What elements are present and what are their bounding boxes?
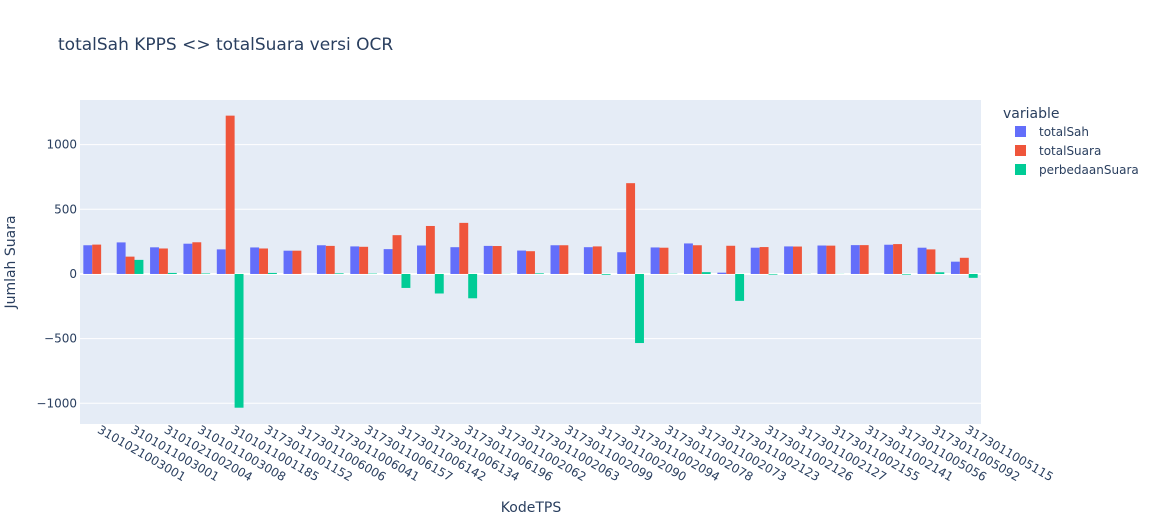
bar-totalSuara-3173011001152 (259, 248, 268, 274)
bar-perbedaanSuara-3101011003001 (134, 259, 144, 274)
bar-totalSah-3173011006134 (417, 245, 426, 274)
y-tick-labels: −1000 −500 0 500 1000 (36, 138, 77, 411)
x-tick-labels: 3101021003001310101100300131010210020043… (95, 422, 1056, 484)
bar-totalSuara-3173011002126 (759, 247, 769, 274)
bar-totalSah-3173011002094 (617, 252, 627, 274)
bar-totalSah-3173011006041 (316, 245, 326, 274)
bar-totalSah-3173011002141 (850, 245, 860, 274)
bar-perbedaanSuara-3173011002123 (735, 273, 745, 301)
bar-totalSah-3173011005115 (950, 261, 960, 274)
bar-totalSuara-3173011002155 (826, 245, 836, 274)
bar-totalSah-3173011002123 (717, 272, 727, 274)
bar-perbedaanSuara-3173011001152 (267, 272, 277, 274)
bars (83, 115, 978, 408)
bar-totalSah-3173011002126 (750, 247, 760, 274)
bar-perbedaanSuara-3173011005115 (968, 273, 978, 278)
bar-totalSah-3173011006142 (383, 249, 393, 274)
bar-totalSah-3173011006157 (350, 246, 360, 274)
bar-totalSah-3173011002063 (517, 250, 527, 274)
bar-totalSah-3173011001152 (250, 247, 260, 274)
bar-totalSuara-3173011005115 (959, 257, 969, 274)
y-axis-label: Jumlah Suara (3, 215, 19, 309)
bar-perbedaanSuara-3101011003008 (201, 273, 211, 274)
bar-totalSah-3101021002004 (150, 247, 159, 274)
legend-label-totalSah: totalSah (1039, 125, 1089, 139)
legend-swatch-totalSuara (1015, 145, 1026, 156)
bar-perbedaanSuara-3173011002094 (635, 273, 644, 344)
bar-totalSuara-3173011006142 (392, 235, 402, 274)
bar-totalSah-3173011006196 (450, 247, 460, 274)
bar-perbedaanSuara-3173011002090 (601, 273, 611, 275)
y-tick-label: 0 (69, 267, 77, 281)
y-tick-label: −500 (44, 332, 77, 346)
bar-totalSuara-3101011003008 (192, 242, 202, 274)
x-axis-label: KodeTPS (501, 500, 562, 516)
bar-perbedaanSuara-3173011006041 (334, 273, 344, 274)
legend-label-perbedaanSuara: perbedaanSuara (1039, 163, 1139, 177)
bar-totalSuara-3173011002090 (592, 246, 602, 274)
bar-totalSuara-3173011002127 (793, 246, 802, 274)
bar-perbedaanSuara-3173011006196 (468, 273, 478, 299)
legend-swatch-totalSah (1015, 126, 1026, 137)
bar-totalSuara-3173011006196 (459, 222, 469, 274)
bar-totalSuara-3101011001185 (225, 115, 235, 274)
bar-totalSuara-3173011002078 (659, 247, 669, 274)
bar-totalSuara-3173011002123 (726, 245, 736, 274)
chart-title: totalSah KPPS <> totalSuara versi OCR (58, 35, 393, 55)
bar-perbedaanSuara-3101021002004 (167, 272, 177, 274)
bar-totalSah-3173011006006 (283, 250, 293, 274)
bar-perbedaanSuara-3173011006142 (401, 273, 411, 288)
bar-perbedaanSuara-3173011005092 (935, 272, 945, 274)
bar-perbedaanSuara-3173011005056 (902, 273, 911, 275)
bar-perbedaanSuara-3101011001185 (234, 273, 244, 408)
bar-totalSuara-3173011002063 (526, 251, 535, 274)
bar-totalSuara-3173011002062 (492, 246, 502, 274)
y-tick-label: 1000 (46, 138, 77, 152)
bar-perbedaanSuara-3173011006134 (434, 273, 444, 294)
y-tick-label: −1000 (36, 396, 77, 410)
bar-totalSah-3173011002062 (483, 245, 493, 274)
bar-perbedaanSuara-3173011002126 (768, 273, 778, 275)
legend-label-totalSuara: totalSuara (1039, 144, 1101, 158)
bar-totalSuara-3173011005056 (893, 244, 903, 274)
bar-totalSah-3173011002127 (784, 246, 794, 274)
bar-totalSah-3173011002073 (684, 243, 693, 274)
bar-totalSah-3101011003008 (183, 243, 193, 274)
bar-totalSuara-3173011006134 (425, 225, 435, 274)
legend-swatch-perbedaanSuara (1015, 164, 1026, 175)
bar-totalSuara-3173011002094 (626, 183, 636, 274)
bar-totalSuara-3173011002073 (692, 245, 702, 274)
bar-perbedaanSuara-3173011002063 (534, 273, 544, 274)
bar-totalSuara-3173011002141 (859, 245, 869, 274)
bar-totalSah-3101011001185 (216, 249, 226, 274)
bar-totalSah-3173011002099 (550, 245, 560, 274)
bar-totalSuara-3173011002099 (559, 245, 569, 274)
y-tick-label: 500 (54, 202, 77, 216)
bar-totalSah-3173011002155 (817, 245, 827, 274)
bar-totalSuara-3101021002004 (158, 248, 168, 274)
bar-totalSah-3173011005056 (884, 244, 894, 274)
bar-totalSah-3173011005092 (917, 247, 927, 274)
bar-totalSah-3173011002078 (650, 247, 660, 274)
bar-totalSah-3101011003001 (116, 242, 126, 274)
legend-title: variable (1003, 106, 1059, 122)
bar-totalSah-3173011002090 (583, 247, 593, 274)
bar-totalSuara-3173011006157 (359, 246, 369, 274)
bar-totalSuara-3101011003001 (125, 256, 135, 274)
bar-totalSuara-3101021003001 (92, 244, 102, 274)
bar-totalSuara-3173011006041 (325, 245, 335, 274)
bar-totalSuara-3173011005092 (926, 249, 936, 274)
bar-totalSuara-3173011006006 (292, 250, 302, 274)
legend: variable totalSah totalSuara perbedaanSuar… (1003, 106, 1139, 177)
bar-perbedaanSuara-3173011002073 (701, 272, 711, 274)
bar-totalSah-3101021003001 (83, 245, 93, 274)
